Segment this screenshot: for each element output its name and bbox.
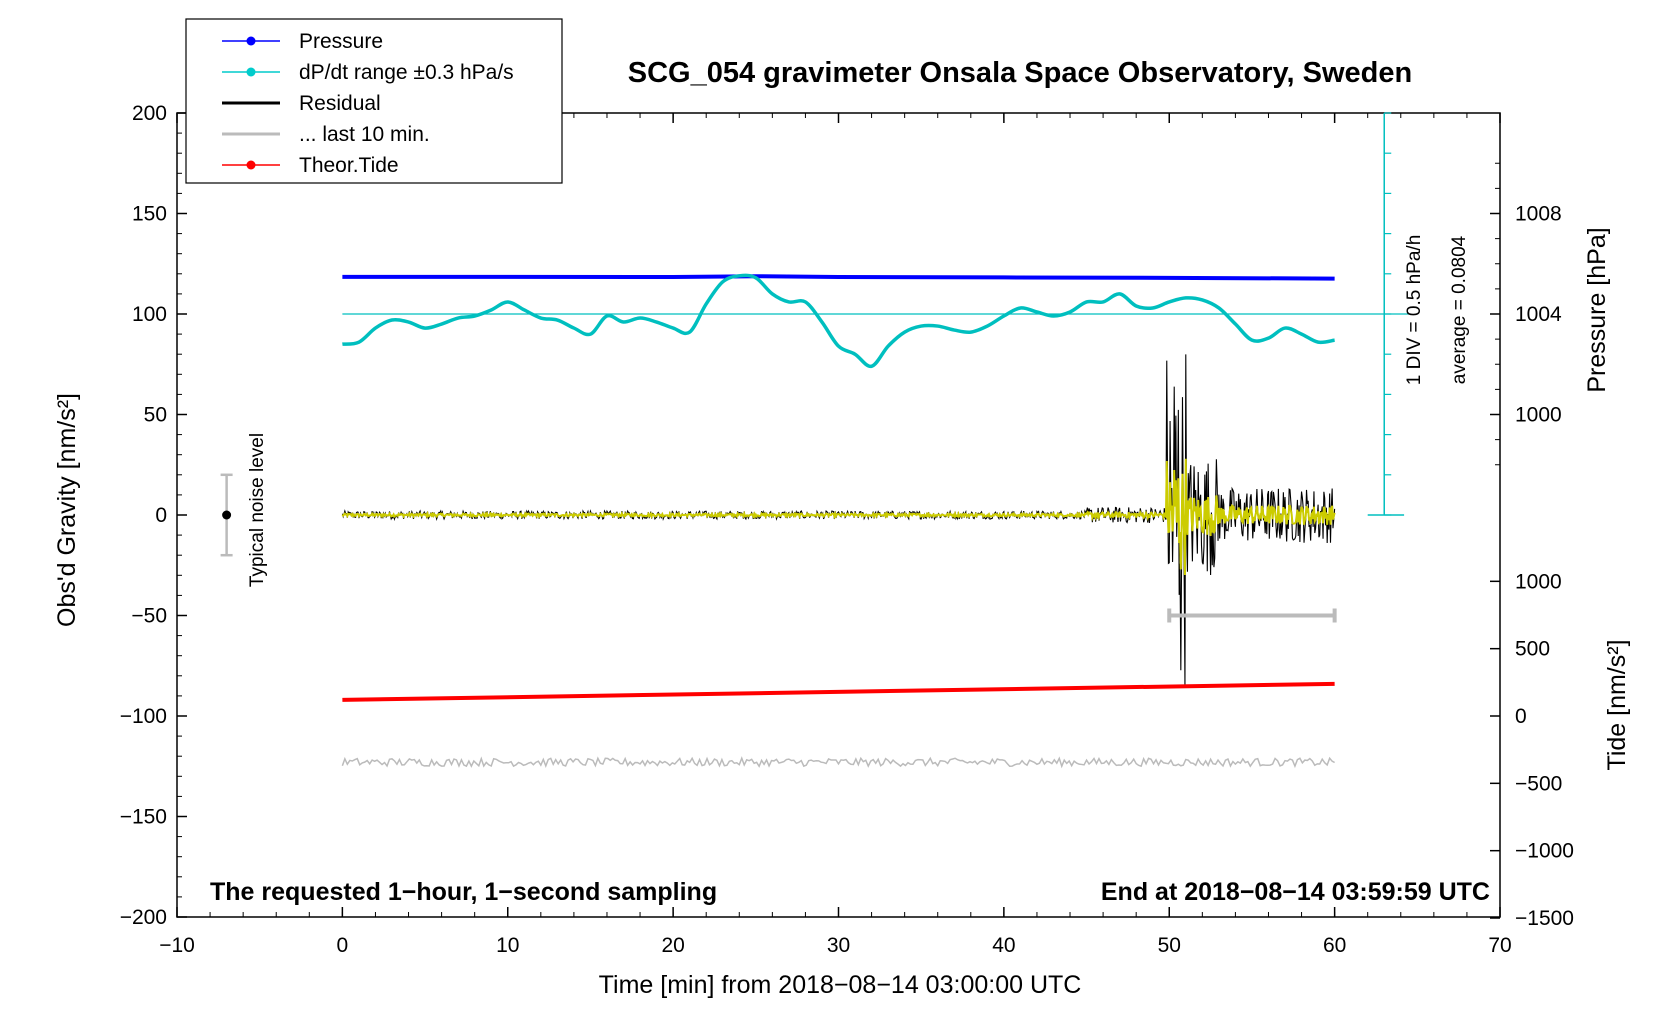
y-tick-label: 50 bbox=[144, 404, 167, 427]
tide-tick-label: 500 bbox=[1515, 638, 1550, 661]
legend-label: Theor.Tide bbox=[299, 154, 399, 177]
legend-box bbox=[185, 18, 563, 184]
y-tick-label: 0 bbox=[155, 504, 167, 527]
theoretical-tide-line bbox=[342, 681, 1335, 702]
scale-div-label: 1 DIV = 0.5 hPa/h bbox=[1404, 235, 1425, 386]
legend-label: Residual bbox=[299, 92, 381, 115]
tide-tick-label: −500 bbox=[1515, 772, 1562, 795]
x-tick-label: 0 bbox=[337, 934, 349, 957]
legend: Pressure dP/dt range ±0.3 hPa/s Residual..… bbox=[185, 18, 563, 184]
legend-label: ... last 10 min. bbox=[299, 123, 430, 146]
x-axis-title: Time [min] from 2018−08−14 03:00:00 UTC bbox=[599, 971, 1082, 999]
x-tick-label: 10 bbox=[496, 934, 519, 957]
series-layer bbox=[220, 112, 1410, 769]
y-axis-title-pressure: Pressure [hPa] bbox=[1583, 227, 1611, 392]
note-left: The requested 1−hour, 1−second sampling bbox=[210, 878, 717, 906]
dpdt-line bbox=[342, 273, 1335, 369]
note-right: End at 2018−08−14 03:59:59 UTC bbox=[1101, 878, 1490, 906]
legend-marker bbox=[246, 160, 256, 170]
tide-tick-label: −1000 bbox=[1515, 840, 1574, 863]
pressure-tick-label: 1004 bbox=[1515, 303, 1562, 326]
legend-marker bbox=[246, 67, 256, 77]
y-tick-label: 100 bbox=[132, 303, 167, 326]
residual-smoothed-line bbox=[341, 458, 1336, 575]
y-axis-title-left: Obs'd Gravity [nm/s²] bbox=[53, 393, 81, 627]
y-axis-title-tide: Tide [nm/s²] bbox=[1603, 639, 1631, 770]
y-tick-label: −200 bbox=[120, 906, 167, 929]
noise-level-label: Typical noise level bbox=[247, 433, 268, 587]
pressure-tick-label: 1008 bbox=[1515, 203, 1562, 226]
y-tick-label: 200 bbox=[132, 102, 167, 125]
y-tick-label: −100 bbox=[120, 705, 167, 728]
tide-tick-label: 0 bbox=[1515, 705, 1527, 728]
average-label: average = 0.0804 bbox=[1449, 235, 1470, 384]
x-tick-label: −10 bbox=[159, 934, 195, 957]
x-tick-label: 40 bbox=[992, 934, 1015, 957]
x-tick-label: 70 bbox=[1488, 934, 1511, 957]
legend-label: Pressure bbox=[299, 30, 383, 53]
y-tick-label: −50 bbox=[131, 605, 167, 628]
tide-tick-label: 1000 bbox=[1515, 570, 1562, 593]
noise-bar-center bbox=[222, 510, 232, 520]
x-tick-label: 60 bbox=[1323, 934, 1346, 957]
x-tick-label: 50 bbox=[1158, 934, 1181, 957]
legend-label: dP/dt range ±0.3 hPa/s bbox=[299, 61, 514, 84]
x-tick-label: 20 bbox=[661, 934, 684, 957]
x-tick-label: 30 bbox=[827, 934, 850, 957]
tide-reference-line bbox=[341, 756, 1335, 769]
axes-layer: −10 0 10 20 30 40 50 60 70200150100500−50−100−15… bbox=[120, 102, 1574, 957]
pressure-line bbox=[342, 274, 1335, 281]
legend-marker bbox=[246, 36, 256, 46]
y-tick-label: 150 bbox=[132, 203, 167, 226]
tide-tick-label: −1500 bbox=[1515, 907, 1574, 930]
pressure-tick-label: 1000 bbox=[1515, 404, 1562, 427]
y-tick-label: −150 bbox=[120, 806, 167, 829]
chart-title: SCG_054 gravimeter Onsala Space Observat… bbox=[628, 57, 1412, 89]
